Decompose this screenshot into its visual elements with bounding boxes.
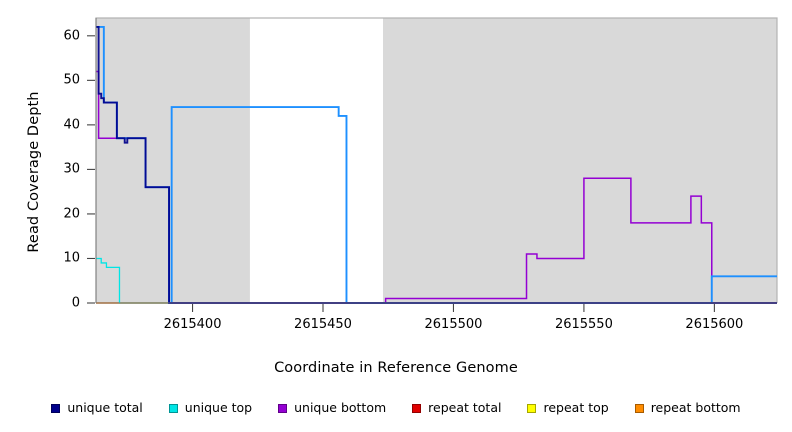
- x-tick-label: 2615550: [554, 317, 613, 332]
- legend-item-unique-bottom[interactable]: unique bottom: [278, 400, 387, 415]
- y-tick-label: 50: [63, 72, 80, 88]
- legend-swatch-icon: [527, 403, 537, 413]
- y-tick-label: 10: [63, 250, 80, 266]
- x-tick-label: 2615450: [294, 317, 352, 332]
- unshaded-region-middle: [249, 18, 384, 303]
- legend-swatch-icon: [168, 403, 178, 413]
- legend-item-repeat-total[interactable]: repeat total: [412, 400, 502, 415]
- legend-swatch-icon: [278, 403, 288, 413]
- y-tick-label: 60: [63, 28, 80, 44]
- repeat-region-left: [96, 18, 250, 303]
- chart-legend: unique total unique top unique bottom repea…: [0, 398, 792, 418]
- legend-label: unique total: [67, 400, 143, 415]
- series-line-unique-total: [96, 25, 777, 304]
- legend-swatch-icon: [51, 403, 61, 413]
- x-axis-title: Coordinate in Reference Genome: [274, 360, 518, 376]
- legend-label: unique bottom: [294, 400, 387, 415]
- legend-swatch-icon: [412, 403, 422, 413]
- legend-item-repeat-top[interactable]: repeat top: [527, 400, 609, 415]
- y-tick-label: 30: [63, 161, 80, 177]
- x-tick-label: 2615400: [163, 317, 222, 332]
- repeat-region-right: [383, 18, 777, 303]
- legend-item-unique-top[interactable]: unique top: [168, 400, 253, 415]
- legend-label: repeat top: [543, 400, 609, 415]
- legend-label: repeat bottom: [650, 400, 741, 415]
- legend-swatch-icon: [634, 403, 644, 413]
- legend-item-repeat-bottom[interactable]: repeat bottom: [634, 400, 741, 415]
- y-tick-label: 20: [63, 206, 80, 222]
- legend-label: repeat total: [428, 400, 502, 415]
- y-tick-label: 0: [71, 295, 80, 311]
- y-tick-label: 40: [63, 117, 80, 133]
- legend-label: unique top: [184, 400, 253, 415]
- x-tick-label: 2615600: [685, 317, 744, 332]
- x-tick-label: 2615500: [424, 317, 483, 332]
- legend-item-unique-total[interactable]: unique total: [51, 400, 143, 415]
